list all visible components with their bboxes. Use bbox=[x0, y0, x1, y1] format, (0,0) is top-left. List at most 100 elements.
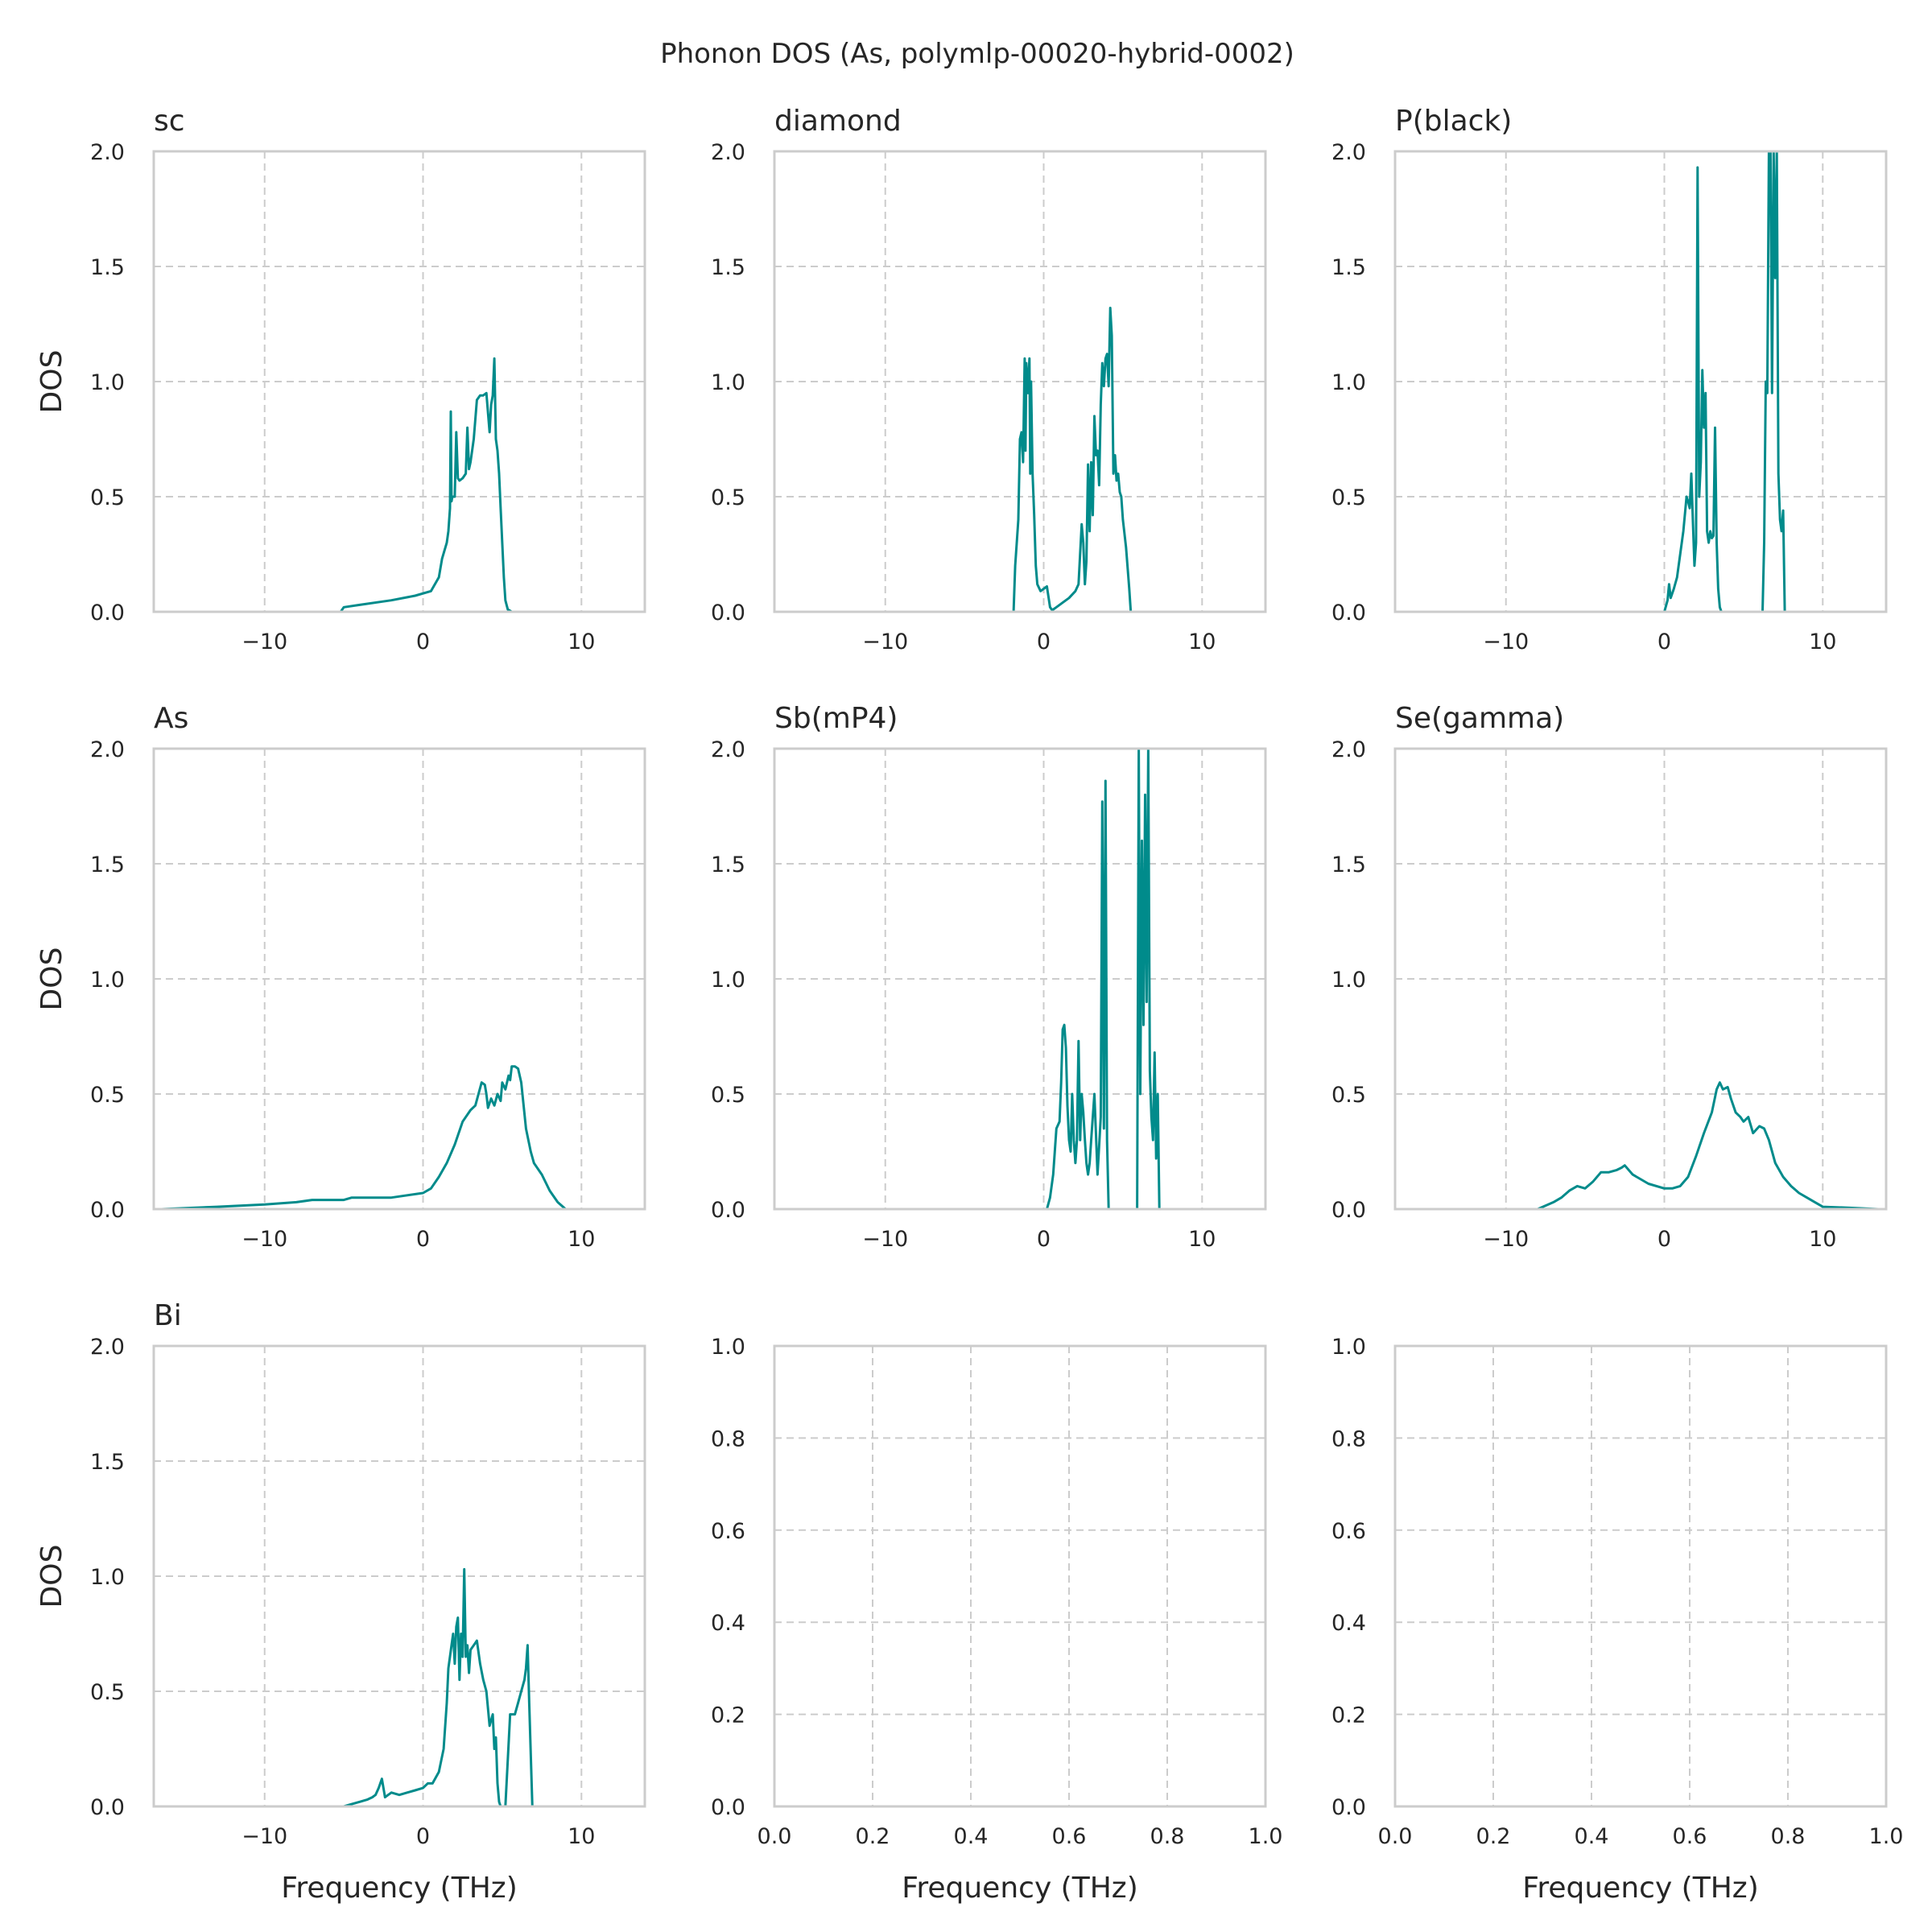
x-axis-label: Frequency (THz) bbox=[281, 1872, 517, 1905]
y-tick-label: 0.4 bbox=[711, 1611, 745, 1636]
x-tick-label: 0 bbox=[1657, 1227, 1671, 1252]
x-tick-label: −10 bbox=[1483, 1227, 1529, 1252]
subplot-8: 0.0 0.2 0.4 0.6 0.8 1.0 0.0 0.2 0.4 0.6 0.8 1.0 Freq… bbox=[711, 1335, 1282, 1905]
y-axis-label: DOS bbox=[35, 947, 68, 1011]
x-tick-label: 0.8 bbox=[1150, 1824, 1185, 1849]
y-tick-label: 0.2 bbox=[711, 1703, 745, 1728]
y-tick-label: 0.4 bbox=[1331, 1611, 1366, 1636]
x-tick-label: 0.2 bbox=[1476, 1824, 1511, 1849]
x-tick-label: 0 bbox=[416, 630, 430, 654]
subplot-5: −10 0 10 0.0 0.5 1.0 1.5 2.0 Sb(mP4) bbox=[711, 702, 1267, 1252]
x-tick-label: −10 bbox=[1483, 630, 1529, 654]
dos-series-line bbox=[1656, 150, 1791, 612]
y-tick-label: 0.5 bbox=[711, 1083, 745, 1108]
dos-series-line bbox=[161, 1065, 597, 1209]
y-tick-label: 1.5 bbox=[711, 255, 745, 280]
subplot-title: Se(gamma) bbox=[1395, 702, 1564, 735]
x-tick-label: 1.0 bbox=[1249, 1824, 1283, 1849]
y-tick-label: 2.0 bbox=[711, 737, 745, 762]
y-tick-label: 0.0 bbox=[1331, 1198, 1366, 1223]
dos-series-line bbox=[1505, 1081, 1879, 1209]
subplot-1: −10 0 10 0.0 0.5 1.0 1.5 2.0 sc DOS bbox=[35, 105, 646, 654]
y-tick-label: 2.0 bbox=[711, 140, 745, 165]
y-tick-label: 1.0 bbox=[711, 968, 745, 993]
y-tick-label: 0.5 bbox=[90, 1680, 125, 1705]
x-tick-label: 0 bbox=[1657, 630, 1671, 654]
y-tick-label: 0.0 bbox=[1331, 601, 1366, 625]
y-tick-label: 1.0 bbox=[90, 968, 125, 993]
dos-series-line bbox=[1040, 747, 1163, 1209]
axes-frame bbox=[1393, 1344, 1888, 1808]
y-tick-label: 2.0 bbox=[1331, 737, 1366, 762]
axes-frame bbox=[1393, 747, 1888, 1211]
x-tick-label: 0 bbox=[1037, 630, 1051, 654]
y-tick-label: 0.5 bbox=[711, 485, 745, 510]
y-tick-label: 1.5 bbox=[90, 255, 125, 280]
y-axis-label: DOS bbox=[35, 350, 68, 414]
axes-frame bbox=[1393, 150, 1888, 613]
y-tick-label: 0.2 bbox=[1331, 1703, 1366, 1728]
x-tick-label: 0.6 bbox=[1673, 1824, 1707, 1849]
y-tick-label: 0.6 bbox=[1331, 1519, 1366, 1544]
subplot-7: −10 0 10 0.0 0.5 1.0 1.5 2.0 Bi DOS Frequency (THz… bbox=[35, 1299, 646, 1905]
subplot-title: diamond bbox=[774, 105, 902, 138]
y-tick-label: 1.0 bbox=[1331, 1335, 1366, 1360]
y-tick-label: 0.0 bbox=[711, 1795, 745, 1820]
subplot-title: Bi bbox=[154, 1299, 182, 1332]
subplot-title: P(black) bbox=[1395, 105, 1512, 138]
x-tick-label: 10 bbox=[568, 1824, 595, 1849]
axes-frame bbox=[773, 1344, 1267, 1808]
axes-frame bbox=[152, 1344, 646, 1808]
x-tick-label: 0.2 bbox=[856, 1824, 890, 1849]
y-tick-label: 0.6 bbox=[711, 1519, 745, 1544]
y-tick-label: 0.0 bbox=[711, 601, 745, 625]
x-tick-label: 0.6 bbox=[1052, 1824, 1087, 1849]
x-tick-label: −10 bbox=[242, 1824, 287, 1849]
y-tick-label: 1.0 bbox=[1331, 370, 1366, 395]
y-tick-label: 2.0 bbox=[1331, 140, 1366, 165]
y-tick-label: 1.5 bbox=[1331, 852, 1366, 877]
x-tick-label: 10 bbox=[1188, 1227, 1216, 1252]
y-tick-label: 0.5 bbox=[90, 485, 125, 510]
x-tick-label: 0.8 bbox=[1771, 1824, 1806, 1849]
x-axis-label: Frequency (THz) bbox=[902, 1872, 1137, 1905]
subplot-title: As bbox=[154, 702, 188, 735]
x-tick-label: 10 bbox=[1809, 630, 1836, 654]
y-tick-label: 0.5 bbox=[1331, 1083, 1366, 1108]
dos-series-line bbox=[324, 357, 526, 612]
y-tick-label: 2.0 bbox=[90, 737, 125, 762]
subplot-6: −10 0 10 0.0 0.5 1.0 1.5 2.0 Se(gamma) bbox=[1331, 702, 1888, 1252]
x-tick-label: 0.4 bbox=[1575, 1824, 1609, 1849]
y-tick-label: 1.5 bbox=[1331, 255, 1366, 280]
y-tick-label: 1.5 bbox=[90, 1450, 125, 1475]
y-tick-label: 0.5 bbox=[1331, 485, 1366, 510]
x-tick-label: 0.0 bbox=[758, 1824, 792, 1849]
y-tick-label: 2.0 bbox=[90, 140, 125, 165]
y-tick-label: 1.5 bbox=[711, 852, 745, 877]
x-tick-label: −10 bbox=[862, 1227, 908, 1252]
x-tick-label: 0.0 bbox=[1378, 1824, 1413, 1849]
y-tick-label: 1.5 bbox=[90, 852, 125, 877]
axes-frame bbox=[773, 747, 1267, 1211]
axes-frame bbox=[152, 150, 646, 613]
y-tick-label: 0.5 bbox=[90, 1083, 125, 1108]
dos-series-line bbox=[1004, 307, 1139, 612]
x-tick-label: 0 bbox=[416, 1227, 430, 1252]
axes-frame bbox=[773, 150, 1267, 613]
subplot-grid: −10 0 10 0.0 0.5 1.0 1.5 2.0 sc DOS −10 0 10 0.0 0.5 1.… bbox=[35, 105, 1903, 1905]
y-tick-label: 2.0 bbox=[90, 1335, 125, 1360]
subplot-3: −10 0 10 0.0 0.5 1.0 1.5 2.0 P(black) bbox=[1331, 105, 1888, 654]
x-tick-label: 10 bbox=[1188, 630, 1216, 654]
x-tick-label: −10 bbox=[862, 630, 908, 654]
subplot-title: Sb(mP4) bbox=[774, 702, 898, 735]
y-tick-label: 1.0 bbox=[711, 1335, 745, 1360]
y-tick-label: 1.0 bbox=[90, 1565, 125, 1590]
y-tick-label: 1.0 bbox=[90, 370, 125, 395]
y-tick-label: 1.0 bbox=[711, 370, 745, 395]
x-tick-label: 1.0 bbox=[1869, 1824, 1904, 1849]
x-tick-label: 10 bbox=[568, 1227, 595, 1252]
y-axis-label: DOS bbox=[35, 1545, 68, 1608]
y-tick-label: 0.0 bbox=[711, 1198, 745, 1223]
y-tick-label: 0.0 bbox=[90, 1795, 125, 1820]
